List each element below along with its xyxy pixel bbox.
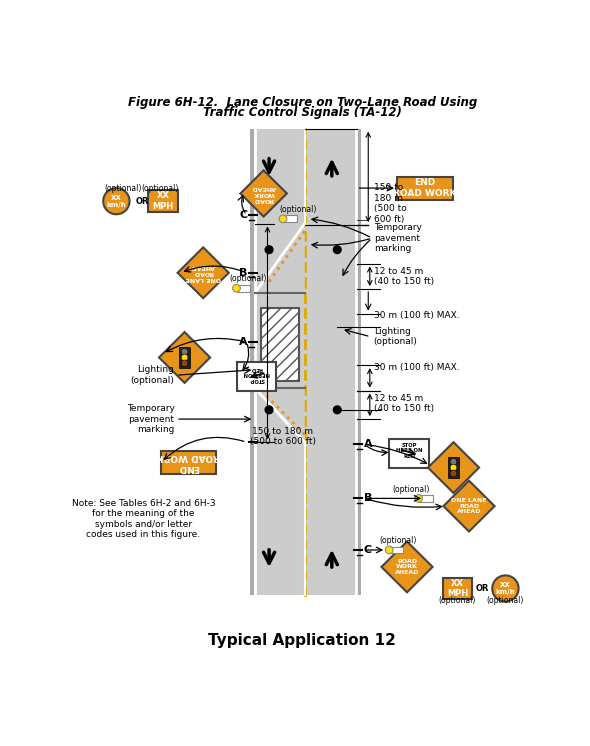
FancyBboxPatch shape: [448, 457, 459, 478]
Text: A: A: [239, 337, 247, 347]
Text: END
ROAD WORK: END ROAD WORK: [157, 453, 220, 472]
FancyBboxPatch shape: [148, 190, 178, 212]
Text: C: C: [363, 545, 372, 555]
Text: XX
km/h: XX km/h: [107, 195, 126, 207]
Circle shape: [450, 470, 457, 477]
Bar: [250, 129, 360, 595]
Text: B: B: [363, 493, 372, 504]
Text: 30 m (100 ft) MAX.: 30 m (100 ft) MAX.: [373, 311, 459, 320]
Text: XX
km/h: XX km/h: [496, 582, 515, 595]
Text: Lighting
(optional): Lighting (optional): [373, 327, 418, 346]
Polygon shape: [428, 442, 479, 493]
Text: STOP
HERE ON
RED: STOP HERE ON RED: [244, 366, 270, 382]
Text: 150 to
180 m
(500 to
600 ft): 150 to 180 m (500 to 600 ft): [373, 184, 407, 224]
Text: Figure 6H-12.  Lane Closure on Two-Lane Road Using: Figure 6H-12. Lane Closure on Two-Lane R…: [128, 95, 477, 109]
Text: C: C: [239, 210, 247, 220]
Polygon shape: [255, 388, 304, 442]
Text: XX
MPH: XX MPH: [152, 192, 173, 211]
Text: 30 m (100 ft) MAX.: 30 m (100 ft) MAX.: [373, 363, 459, 372]
FancyBboxPatch shape: [179, 347, 190, 368]
FancyBboxPatch shape: [419, 495, 432, 502]
Text: B: B: [239, 268, 247, 278]
Polygon shape: [159, 332, 210, 383]
Text: 150 to 180 m
(500 to 600 ft): 150 to 180 m (500 to 600 ft): [250, 427, 316, 447]
Circle shape: [492, 575, 519, 601]
Circle shape: [450, 458, 457, 465]
Text: XX
MPH: XX MPH: [447, 579, 468, 598]
FancyBboxPatch shape: [160, 451, 217, 474]
Text: Lighting
(optional): Lighting (optional): [130, 366, 175, 385]
Circle shape: [279, 215, 287, 223]
Polygon shape: [178, 248, 229, 298]
Text: Note: See Tables 6H-2 and 6H-3
for the meaning of the
symbols and/or letter
code: Note: See Tables 6H-2 and 6H-3 for the m…: [72, 499, 215, 539]
Text: OR: OR: [476, 584, 489, 593]
FancyBboxPatch shape: [442, 577, 472, 599]
Circle shape: [181, 360, 188, 367]
Text: (optional): (optional): [142, 184, 179, 192]
Circle shape: [385, 546, 393, 554]
Bar: [306, 129, 356, 595]
Text: A: A: [363, 439, 372, 450]
Text: Temporary
pavement
marking: Temporary pavement marking: [373, 223, 421, 253]
Text: (optional): (optional): [392, 485, 430, 494]
Circle shape: [333, 246, 341, 254]
Circle shape: [450, 464, 457, 471]
Polygon shape: [381, 542, 432, 592]
Text: STOP
HERE ON
RED: STOP HERE ON RED: [396, 442, 422, 459]
Polygon shape: [444, 480, 494, 531]
FancyBboxPatch shape: [237, 285, 250, 292]
Bar: [261, 308, 299, 380]
Text: (optional): (optional): [280, 205, 317, 214]
Text: (optional): (optional): [230, 275, 267, 283]
Text: 12 to 45 m
(40 to 150 ft): 12 to 45 m (40 to 150 ft): [373, 267, 434, 286]
Text: (optional): (optional): [487, 595, 524, 604]
Text: (optional): (optional): [379, 536, 417, 545]
Text: ONE LANE
ROAD
AHEAD: ONE LANE ROAD AHEAD: [185, 265, 221, 281]
Text: Traffic Control Signals (TA-12): Traffic Control Signals (TA-12): [203, 107, 402, 119]
FancyBboxPatch shape: [397, 177, 453, 200]
Circle shape: [232, 284, 240, 292]
Text: Typical Application 12: Typical Application 12: [208, 633, 396, 648]
FancyBboxPatch shape: [389, 547, 403, 554]
FancyBboxPatch shape: [389, 439, 430, 468]
Polygon shape: [255, 224, 304, 292]
Text: (optional): (optional): [439, 595, 476, 604]
Text: OR: OR: [135, 197, 149, 206]
Text: (optional): (optional): [104, 184, 141, 192]
Circle shape: [333, 406, 341, 414]
Circle shape: [415, 495, 422, 502]
Text: ROAD
WORK
AHEAD: ROAD WORK AHEAD: [395, 559, 419, 575]
Circle shape: [103, 188, 130, 214]
FancyBboxPatch shape: [237, 362, 276, 392]
Circle shape: [181, 354, 188, 361]
Circle shape: [181, 348, 188, 355]
Text: END
ROAD WORK: END ROAD WORK: [393, 178, 457, 198]
Text: ROAD
WORK
AHEAD: ROAD WORK AHEAD: [251, 185, 276, 201]
Bar: [255, 129, 306, 595]
Polygon shape: [240, 170, 287, 216]
Circle shape: [265, 406, 273, 414]
Circle shape: [265, 246, 273, 254]
Text: Temporary
pavement
marking: Temporary pavement marking: [127, 404, 175, 434]
FancyBboxPatch shape: [283, 216, 297, 222]
Text: 12 to 45 m
(40 to 150 ft): 12 to 45 m (40 to 150 ft): [373, 394, 434, 413]
Text: ONE LANE
ROAD
AHEAD: ONE LANE ROAD AHEAD: [451, 498, 487, 515]
